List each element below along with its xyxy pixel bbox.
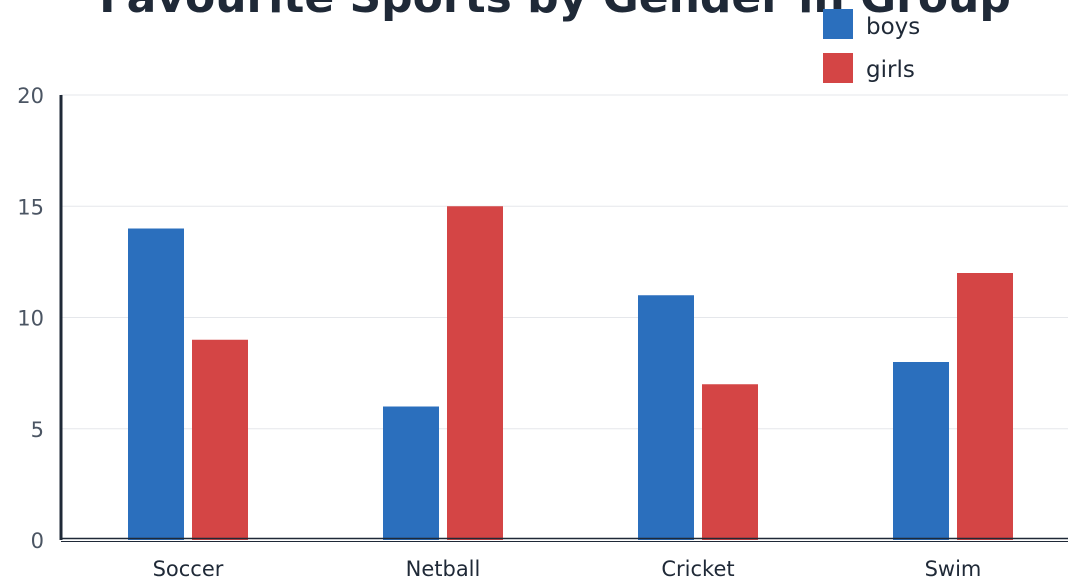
y-tick-label: 20 xyxy=(17,84,44,108)
bar-boys-swim xyxy=(893,362,949,540)
bars xyxy=(128,206,1013,540)
legend-swatch-boys xyxy=(823,9,853,39)
legend-swatch-girls xyxy=(823,53,853,83)
x-tick-label: Netball xyxy=(406,557,481,580)
bar-girls-netball xyxy=(447,206,503,540)
y-tick-labels: 0 5 10 15 20 xyxy=(17,84,44,553)
y-tick-label: 10 xyxy=(17,307,44,331)
y-tick-label: 0 xyxy=(31,529,44,553)
x-tick-labels: Soccer Netball Cricket Swim xyxy=(153,557,982,580)
bar-girls-cricket xyxy=(702,384,758,540)
bar-boys-netball xyxy=(383,406,439,540)
x-tick-label: Cricket xyxy=(661,557,734,580)
bar-girls-soccer xyxy=(192,339,248,540)
legend: boys girls xyxy=(823,9,920,83)
legend-label-boys: boys xyxy=(866,14,920,40)
bar-boys-cricket xyxy=(638,295,694,540)
x-tick-label: Soccer xyxy=(153,557,224,580)
y-tick-label: 15 xyxy=(17,195,44,219)
bar-girls-swim xyxy=(957,273,1013,540)
bar-boys-soccer xyxy=(128,228,184,540)
legend-label-girls: girls xyxy=(866,57,915,83)
chart-title: Favourite Sports by Gender in Group xyxy=(99,0,1011,23)
axes xyxy=(59,95,1068,542)
y-tick-label: 5 xyxy=(31,418,44,442)
x-tick-label: Swim xyxy=(925,557,982,580)
